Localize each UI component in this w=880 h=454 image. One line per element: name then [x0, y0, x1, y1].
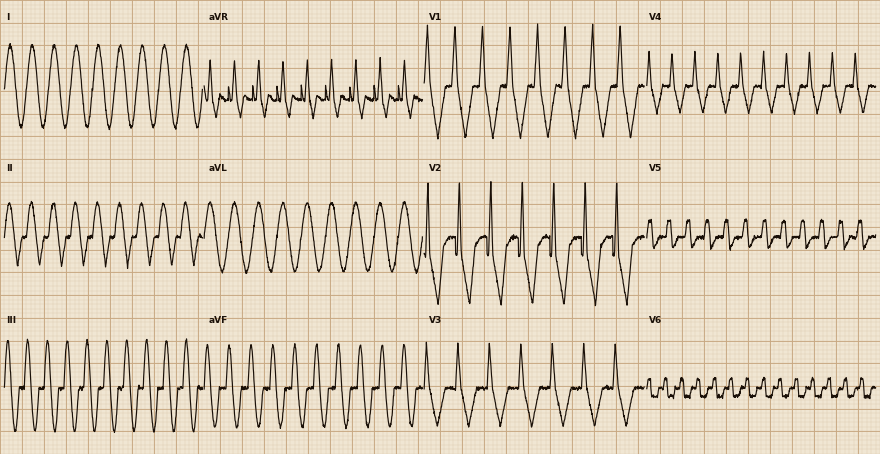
Text: II: II: [6, 164, 13, 173]
Text: aVF: aVF: [209, 316, 228, 325]
Text: V3: V3: [429, 316, 442, 325]
Text: aVL: aVL: [209, 164, 227, 173]
Text: aVR: aVR: [209, 13, 229, 22]
Text: V2: V2: [429, 164, 442, 173]
Text: V1: V1: [429, 13, 442, 22]
Text: V6: V6: [649, 316, 663, 325]
Text: V5: V5: [649, 164, 663, 173]
Text: I: I: [6, 13, 10, 22]
Text: V4: V4: [649, 13, 663, 22]
Text: III: III: [6, 316, 17, 325]
